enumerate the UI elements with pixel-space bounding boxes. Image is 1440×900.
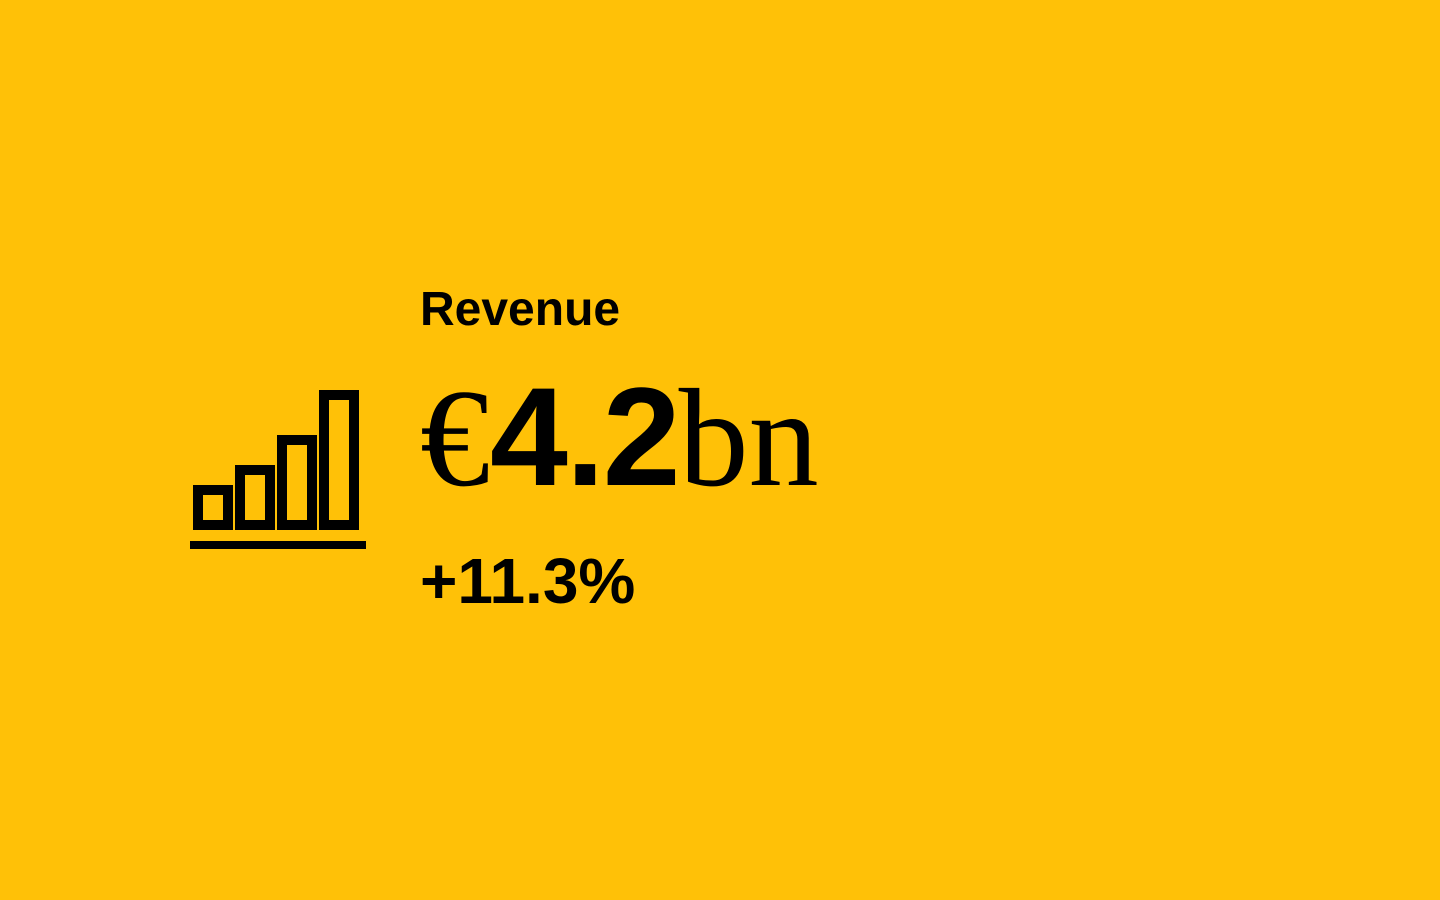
bar-chart-icon [190,365,380,555]
revenue-unit: bn [679,369,819,509]
revenue-label: Revenue [420,282,819,337]
currency-symbol: € [420,369,490,509]
revenue-card: Revenue € 4.2 bn +11.3% [190,282,819,618]
revenue-text-block: Revenue € 4.2 bn +11.3% [420,282,819,618]
revenue-amount: 4.2 [490,367,679,507]
revenue-value: € 4.2 bn [420,367,819,509]
revenue-change: +11.3% [420,544,819,618]
